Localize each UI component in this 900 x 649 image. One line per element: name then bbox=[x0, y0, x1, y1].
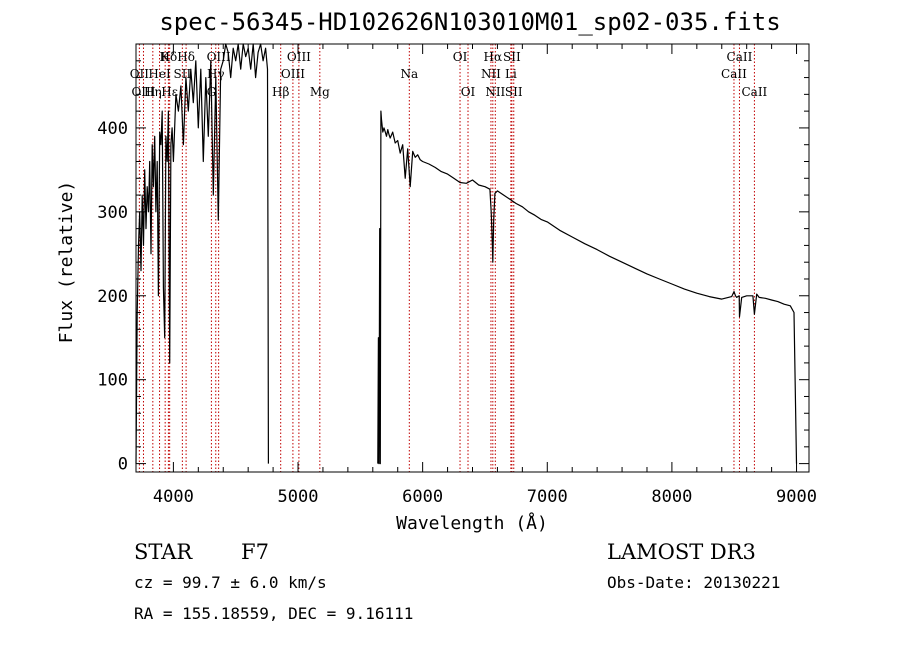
y-tick-label: 200 bbox=[97, 287, 128, 307]
y-axis-ticks: 0 100 200 300 400 bbox=[97, 60, 809, 475]
object-class: STAR bbox=[134, 540, 193, 564]
object-subclass: F7 bbox=[241, 540, 269, 564]
obs-date: Obs-Date: 20130221 bbox=[607, 573, 780, 592]
spectrum-plot bbox=[135, 43, 798, 465]
y-tick-label: 300 bbox=[97, 203, 128, 223]
line-label-11: SII bbox=[174, 67, 192, 81]
x-axis-label: Wavelength (Å) bbox=[396, 512, 548, 534]
line-label-13: OIII bbox=[281, 67, 305, 81]
ra-dec: RA = 155.18559, DEC = 9.16111 bbox=[134, 604, 413, 623]
x-tick-label: 5000 bbox=[278, 487, 319, 507]
y-tick-label: 400 bbox=[97, 119, 128, 139]
x-tick-label: 8000 bbox=[651, 487, 692, 507]
line-label-22: Hβ bbox=[272, 85, 289, 99]
spectrum-segment-1 bbox=[377, 110, 798, 465]
x-tick-label: 7000 bbox=[527, 487, 568, 507]
line-label-25: NII bbox=[485, 85, 505, 99]
chart-title: spec-56345-HD102626N103010M01_sp02-035.f… bbox=[159, 8, 780, 36]
line-label-5: OI bbox=[453, 50, 468, 64]
y-tick-label: 0 bbox=[118, 455, 128, 475]
line-label-15: NII bbox=[481, 67, 501, 81]
line-label-23: Mg bbox=[310, 85, 330, 99]
line-markers bbox=[138, 44, 755, 472]
line-label-20: Hε bbox=[161, 85, 178, 99]
line-label-26: SII bbox=[505, 85, 523, 99]
line-label-18: OIII bbox=[131, 85, 155, 99]
line-label-4: OIII bbox=[287, 50, 311, 64]
redshift-cz: cz = 99.7 ± 6.0 km/s bbox=[134, 573, 327, 592]
line-label-8: CaII bbox=[727, 50, 753, 64]
line-label-9: OII bbox=[130, 67, 150, 81]
x-tick-label: 6000 bbox=[402, 487, 443, 507]
line-label-27: CaII bbox=[741, 85, 767, 99]
line-label-19: Hη bbox=[144, 85, 162, 99]
y-axis-label: Flux (relative) bbox=[56, 181, 77, 344]
line-label-16: Li bbox=[505, 67, 517, 81]
spectrum-segment-0 bbox=[135, 43, 269, 464]
x-tick-label: 9000 bbox=[776, 487, 817, 507]
line-label-17: CaII bbox=[721, 67, 747, 81]
line-label-0: Hδ bbox=[160, 50, 178, 64]
x-axis-ticks: 4000 5000 6000 7000 8000 9000 bbox=[153, 44, 817, 507]
line-label-14: Na bbox=[400, 67, 418, 81]
y-tick-label: 100 bbox=[97, 371, 128, 391]
line-label-10: HeI bbox=[148, 67, 171, 81]
line-label-7: SII bbox=[503, 50, 521, 64]
line-label-2: Hδ bbox=[177, 50, 195, 64]
x-tick-label: 4000 bbox=[153, 487, 194, 507]
plot-frame bbox=[135, 43, 810, 473]
line-label-1: K bbox=[161, 50, 171, 64]
survey-name: LAMOST DR3 bbox=[607, 540, 756, 564]
line-label-24: OI bbox=[461, 85, 476, 99]
line-label-6: Hα bbox=[484, 50, 503, 64]
